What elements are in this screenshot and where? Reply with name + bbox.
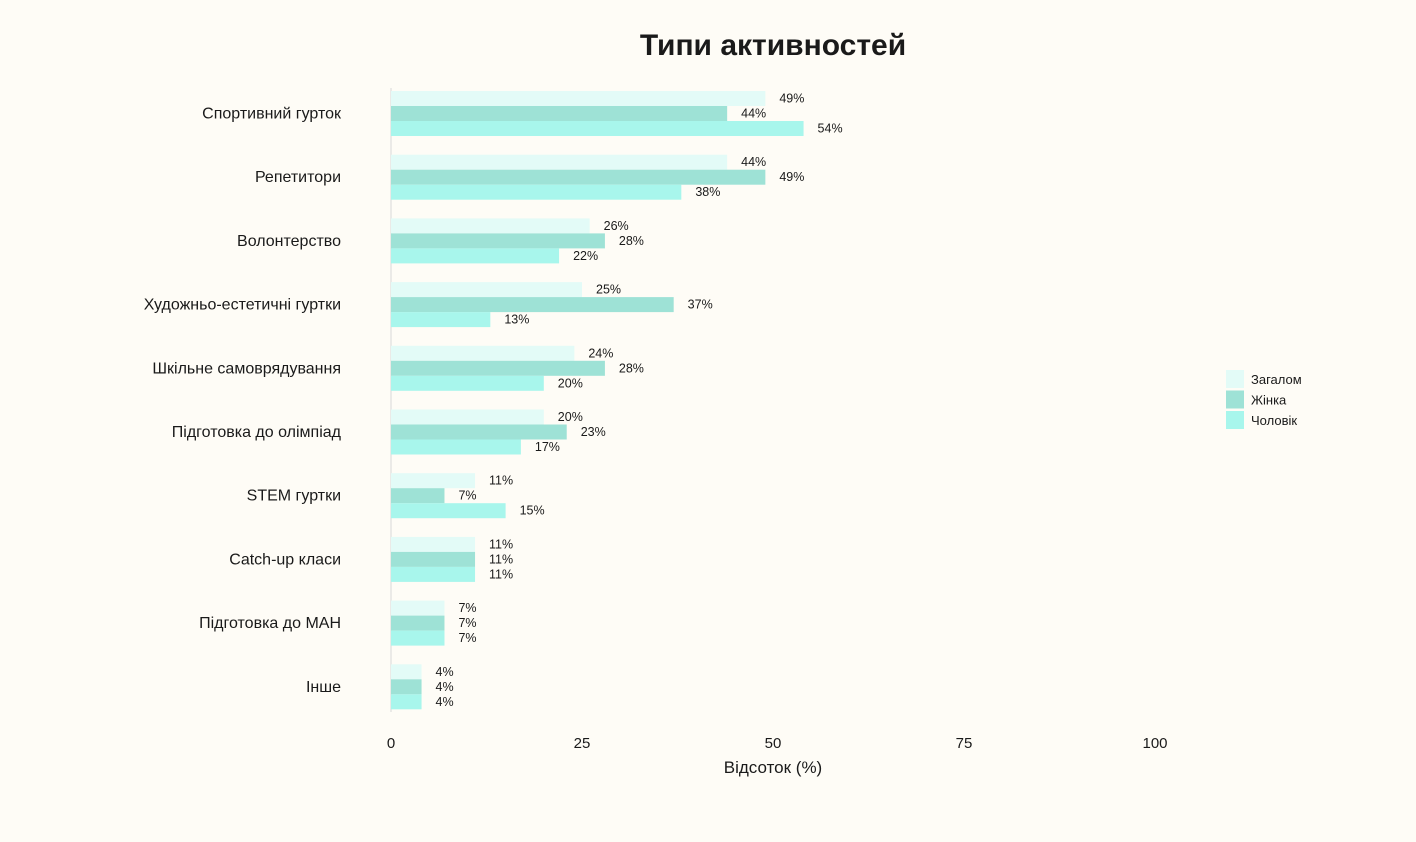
bar-чоловік-4 — [391, 375, 544, 391]
bar-жінка-6 — [391, 488, 445, 504]
bar-чоловік-9 — [391, 694, 422, 710]
x-tick-label: 100 — [1142, 735, 1167, 752]
bar-загалом-8 — [391, 600, 445, 616]
bar-чоловік-0 — [391, 121, 804, 136]
bar-загалом-3 — [391, 282, 582, 298]
value-label: 4% — [436, 695, 454, 709]
value-label: 37% — [688, 298, 713, 312]
x-tick-label: 25 — [574, 735, 591, 752]
category-label: Інше — [306, 679, 341, 696]
category-label: Репетитори — [255, 169, 341, 186]
bar-загалом-0 — [391, 91, 766, 106]
bars-group — [391, 91, 804, 710]
bar-чоловік-6 — [391, 503, 506, 519]
value-label: 28% — [619, 234, 644, 248]
x-tick-label: 50 — [765, 735, 782, 752]
value-label: 24% — [588, 346, 613, 360]
bar-загалом-7 — [391, 536, 476, 552]
value-label: 11% — [489, 537, 513, 551]
bar-жінка-8 — [391, 615, 445, 631]
chart-title: Типи активностей — [640, 29, 906, 62]
bar-чоловік-2 — [391, 248, 560, 264]
category-label: Спортивний гурток — [202, 106, 342, 123]
legend-label: Загалом — [1251, 372, 1302, 387]
category-label: Волонтерство — [237, 233, 341, 250]
value-label: 11% — [489, 474, 513, 488]
x-tick-label: 75 — [956, 735, 973, 752]
bar-загалом-2 — [391, 218, 590, 234]
value-label: 17% — [535, 440, 560, 454]
legend-swatch-жінка — [1226, 390, 1244, 409]
x-axis-ticks: 0 25 50 75 100 — [387, 735, 1168, 752]
value-label: 23% — [581, 425, 606, 439]
bar-чоловік-7 — [391, 566, 476, 582]
bar-загалом-4 — [391, 345, 575, 361]
legend-label: Жінка — [1251, 393, 1287, 408]
value-label: 49% — [779, 92, 804, 106]
value-label: 25% — [596, 283, 621, 297]
category-label: Шкільне самоврядування — [152, 360, 341, 377]
legend-label: Чоловік — [1251, 413, 1297, 428]
bar-загалом-9 — [391, 664, 422, 680]
bar-загалом-1 — [391, 154, 728, 170]
value-label: 13% — [504, 313, 529, 327]
value-label: 44% — [741, 107, 766, 121]
value-label: 20% — [558, 376, 583, 390]
value-label: 22% — [573, 249, 598, 263]
value-labels: 49%44%54%44%49%38%26%28%22%25%37%13%24%2… — [436, 92, 843, 709]
value-label: 7% — [458, 616, 476, 630]
value-label: 7% — [458, 489, 476, 503]
x-axis-title: Відсоток (%) — [724, 758, 822, 777]
value-label: 4% — [436, 665, 454, 679]
bar-чоловік-5 — [391, 439, 521, 455]
bar-жінка-2 — [391, 233, 605, 249]
legend-swatch-чоловік — [1226, 411, 1244, 429]
value-label: 4% — [436, 680, 454, 694]
legend: Загалом Жінка Чоловік — [1226, 370, 1302, 429]
value-label: 26% — [604, 219, 629, 233]
value-label: 11% — [489, 552, 513, 566]
bar-жінка-3 — [391, 297, 674, 313]
legend-swatch-загалом — [1226, 370, 1244, 388]
value-label: 54% — [818, 122, 843, 136]
bar-жінка-1 — [391, 169, 766, 185]
bar-загалом-5 — [391, 409, 544, 425]
bar-чоловік-3 — [391, 312, 491, 328]
bar-жінка-9 — [391, 679, 422, 695]
value-label: 7% — [458, 601, 476, 615]
category-label: Catch-up класи — [229, 551, 341, 568]
bar-жінка-4 — [391, 360, 605, 376]
value-label: 11% — [489, 567, 513, 581]
bar-чоловік-1 — [391, 184, 682, 200]
bar-чоловік-8 — [391, 630, 445, 646]
value-label: 20% — [558, 410, 583, 424]
value-label: 44% — [741, 155, 766, 169]
bar-жінка-5 — [391, 424, 567, 440]
category-label: STEM гуртки — [247, 488, 341, 505]
bar-загалом-6 — [391, 473, 476, 489]
value-label: 15% — [520, 504, 545, 518]
bar-жінка-7 — [391, 551, 476, 567]
x-tick-label: 0 — [387, 735, 395, 752]
bar-жінка-0 — [391, 106, 728, 121]
category-label: Підготовка до олімпіад — [172, 424, 342, 441]
value-label: 7% — [458, 631, 476, 645]
value-label: 38% — [695, 185, 720, 199]
category-labels: Спортивний гурток Репетитори Волонтерство Х… — [144, 106, 342, 696]
value-label: 49% — [779, 170, 804, 184]
category-label: Художньо-естетичні гуртки — [144, 297, 341, 314]
value-label: 28% — [619, 361, 644, 375]
category-label: Підготовка до МАН — [199, 615, 341, 632]
